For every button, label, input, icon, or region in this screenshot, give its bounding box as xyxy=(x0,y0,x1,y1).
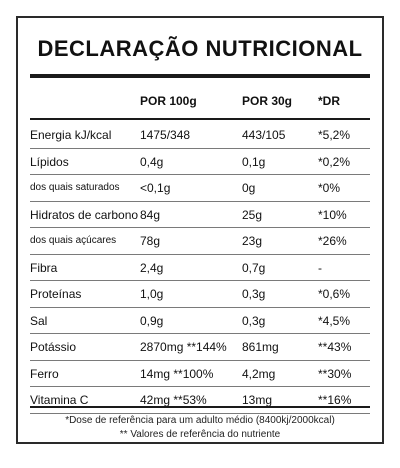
value-per-100g: 1,0g xyxy=(140,287,164,301)
table-row: Lípidos 0,4g 0,1g *0,2% xyxy=(30,149,370,175)
nutrient-name: Proteínas xyxy=(30,287,82,301)
value-dr: *0,6% xyxy=(318,287,351,301)
table-header: POR 100g POR 30g *DR xyxy=(30,86,370,116)
footnote-dr: *Dose de referência para um adulto médio… xyxy=(65,415,335,426)
table-row: dos quais açúcares 78g 23g *26% xyxy=(30,228,370,255)
value-dr: **43% xyxy=(318,340,352,354)
value-per-100g: 42mg **53% xyxy=(140,393,207,407)
value-per-100g: 14mg **100% xyxy=(140,366,214,381)
table-row: Potássio 2870mg **144% 861mg **43% xyxy=(30,334,370,361)
value-per-30g: 25g xyxy=(242,207,263,222)
header-per-30g: POR 30g xyxy=(242,94,293,108)
panel-title: DECLARAÇÃO NUTRICIONAL xyxy=(37,36,363,61)
value-per-30g: 13mg xyxy=(242,393,273,407)
value-per-100g: 1475/348 xyxy=(140,128,191,142)
header-dr: *DR xyxy=(318,94,341,108)
nutrient-name: Hidratos de carbono xyxy=(30,207,139,222)
value-per-30g: 23g xyxy=(242,234,263,248)
value-dr: *5,2% xyxy=(318,128,351,142)
nutrition-panel: DECLARAÇÃO NUTRICIONAL POR 100g POR 30g … xyxy=(16,16,384,444)
table-row: Vitamina C 42mg **53% 13mg **16% xyxy=(30,387,370,414)
value-dr: *4,5% xyxy=(318,313,351,328)
nutrient-name: Energia kJ/kcal xyxy=(30,128,112,142)
nutrient-name: Sal xyxy=(30,313,48,328)
value-per-30g: 4,2mg xyxy=(242,366,276,381)
header-per-100g: POR 100g xyxy=(140,94,197,108)
nutrient-name: dos quais açúcares xyxy=(30,235,117,246)
value-dr: **30% xyxy=(318,366,352,381)
value-per-100g: 0,4g xyxy=(140,154,164,169)
header-divider xyxy=(30,118,370,120)
value-dr: **16% xyxy=(318,393,352,407)
value-per-100g: 78g xyxy=(140,234,161,248)
value-per-30g: 861mg xyxy=(242,340,279,354)
table-row: Energia kJ/kcal 1475/348 443/105 *5,2% xyxy=(30,122,370,149)
table-row: dos quais saturados <0,1g 0g *0% xyxy=(30,175,370,202)
value-dr: *26% xyxy=(318,234,347,248)
value-per-30g: 0,1g xyxy=(242,154,266,169)
value-dr: - xyxy=(318,260,322,275)
value-per-30g: 0,3g xyxy=(242,313,266,328)
value-per-100g: 2870mg **144% xyxy=(140,340,227,354)
table-row: Fibra 2,4g 0,7g - xyxy=(30,255,370,281)
value-per-100g: 2,4g xyxy=(140,260,164,275)
footer-divider xyxy=(30,406,370,408)
table-row: Proteínas 1,0g 0,3g *0,6% xyxy=(30,281,370,308)
value-per-100g: 0,9g xyxy=(140,313,164,328)
nutrient-name: Fibra xyxy=(30,260,58,275)
value-per-30g: 0,7g xyxy=(242,260,266,275)
nutrient-name: Potássio xyxy=(30,340,77,354)
value-per-30g: 0,3g xyxy=(242,287,266,301)
footnote-nutrient: ** Valores de referência do nutriente xyxy=(119,429,281,440)
table-row: Ferro 14mg **100% 4,2mg **30% xyxy=(30,361,370,387)
value-dr: *0% xyxy=(318,181,341,195)
title-divider xyxy=(30,74,370,78)
nutrient-name: Lípidos xyxy=(30,154,69,169)
nutrient-name: dos quais saturados xyxy=(30,182,120,193)
value-per-30g: 0g xyxy=(242,181,256,195)
value-per-30g: 443/105 xyxy=(242,128,286,142)
nutrient-name: Ferro xyxy=(30,366,59,381)
value-per-100g: <0,1g xyxy=(140,181,171,195)
table-row: Sal 0,9g 0,3g *4,5% xyxy=(30,308,370,334)
value-dr: *10% xyxy=(318,207,347,222)
nutrition-rows: Energia kJ/kcal 1475/348 443/105 *5,2% Lípid… xyxy=(30,122,370,414)
value-per-100g: 84g xyxy=(140,207,161,222)
value-dr: *0,2% xyxy=(318,154,351,169)
table-row: Hidratos de carbono 84g 25g *10% xyxy=(30,202,370,228)
nutrient-name: Vitamina C xyxy=(30,393,89,407)
